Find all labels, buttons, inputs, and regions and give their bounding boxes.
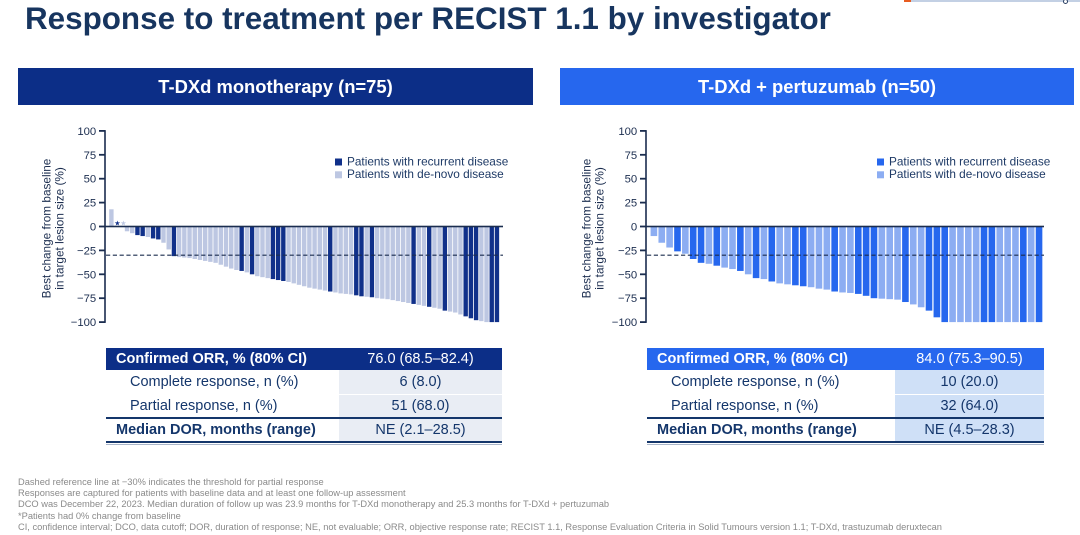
- svg-text:★: ★: [114, 219, 120, 227]
- svg-text:Patients with de-novo disease: Patients with de-novo disease: [347, 167, 504, 181]
- svg-text:−25: −25: [77, 245, 96, 257]
- svg-text:Patients with de-novo disease: Patients with de-novo disease: [889, 167, 1046, 181]
- svg-text:Best change from baseline: Best change from baseline: [40, 158, 54, 298]
- svg-text:−75: −75: [618, 293, 637, 305]
- svg-text:Patients with recurrent diseas: Patients with recurrent disease: [347, 154, 509, 168]
- svg-text:in target lesion size (%): in target lesion size (%): [593, 167, 607, 290]
- svg-text:−100: −100: [612, 317, 637, 329]
- svg-text:75: 75: [84, 150, 97, 162]
- svg-text:50: 50: [625, 174, 638, 186]
- svg-text:−50: −50: [618, 269, 637, 281]
- svg-text:★: ★: [120, 219, 126, 227]
- svg-text:in target lesion size (%): in target lesion size (%): [53, 167, 67, 290]
- svg-text:−100: −100: [71, 317, 96, 329]
- svg-text:−75: −75: [77, 293, 96, 305]
- svg-text:−25: −25: [618, 245, 637, 257]
- svg-text:0: 0: [631, 222, 637, 234]
- svg-text:Patients with recurrent diseas: Patients with recurrent disease: [889, 154, 1051, 168]
- svg-text:100: 100: [618, 126, 637, 138]
- svg-text:100: 100: [77, 126, 96, 138]
- svg-text:75: 75: [625, 150, 638, 162]
- svg-text:25: 25: [625, 198, 638, 210]
- svg-text:0: 0: [90, 222, 96, 234]
- svg-text:−50: −50: [77, 269, 96, 281]
- svg-text:Best change from baseline: Best change from baseline: [580, 158, 594, 298]
- svg-text:25: 25: [84, 198, 97, 210]
- svg-text:50: 50: [84, 174, 97, 186]
